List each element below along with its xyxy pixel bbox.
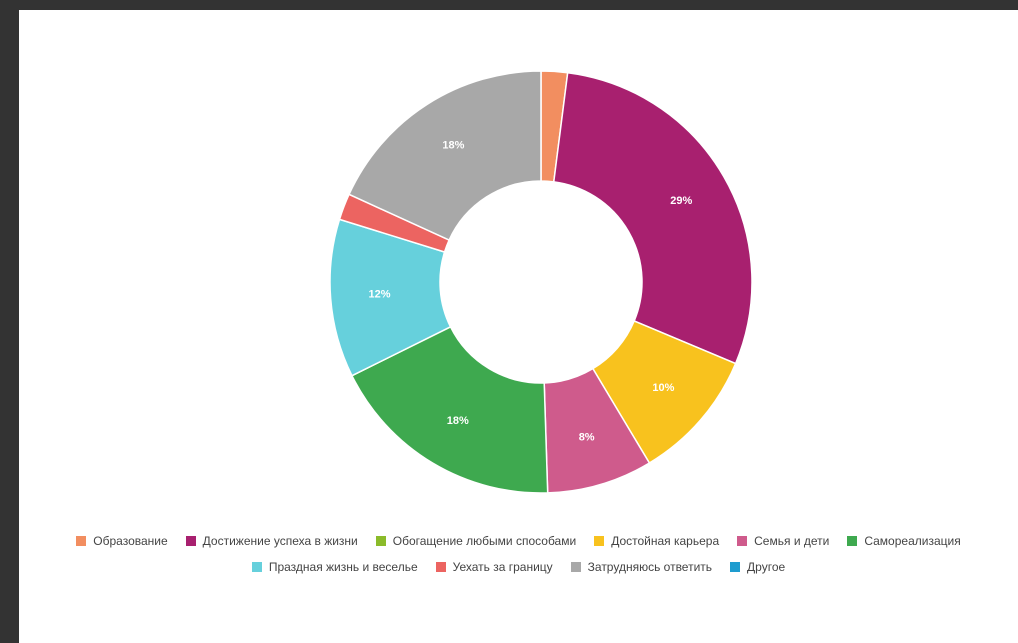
legend-swatch (594, 536, 605, 546)
legend-item[interactable]: Уехать за границу (435, 560, 553, 574)
slice-value-label: 18% (447, 415, 469, 427)
legend-item[interactable]: Образование (76, 534, 168, 548)
legend-swatch (375, 536, 386, 546)
legend-label: Образование (93, 534, 168, 548)
slice-value-label: 18% (442, 140, 464, 152)
legend-swatch (76, 536, 87, 546)
legend-item[interactable]: Обогащение любыми способами (375, 534, 577, 548)
legend-label: Самореализация (864, 534, 961, 548)
legend-swatch (435, 562, 446, 572)
legend-label: Уехать за границу (452, 560, 553, 574)
legend-label: Достижение успеха в жизни (202, 534, 358, 548)
donut-slice[interactable] (350, 325, 549, 494)
legend-item[interactable]: Самореализация (847, 534, 961, 548)
donut-slice[interactable] (552, 71, 753, 365)
legend-label: Достойная карьера (611, 534, 720, 548)
chart-card: 29% 10% 8% 18% 12% 18% Образование Достижение … (19, 10, 1018, 643)
chart-legend: Образование Достижение успеха в жизни Обог… (19, 534, 1018, 574)
legend-swatch (570, 562, 581, 572)
legend-label: Праздная жизнь и веселье (268, 560, 418, 574)
legend-item[interactable]: Достижение успеха в жизни (185, 534, 358, 548)
legend-label: Затрудняюсь ответить (587, 560, 713, 574)
legend-swatch (185, 536, 196, 546)
legend-swatch (847, 536, 858, 546)
legend-item[interactable]: Семья и дети (737, 534, 829, 548)
donut-chart: 29% 10% 8% 18% 12% 18% (329, 70, 753, 494)
legend-label: Семья и дети (754, 534, 830, 548)
donut-slice[interactable] (348, 70, 542, 242)
slice-value-label: 12% (368, 289, 390, 301)
legend-item[interactable]: Праздная жизнь и веселье (251, 560, 418, 574)
slice-value-label: 8% (579, 431, 595, 443)
slice-value-label: 29% (670, 195, 692, 207)
slice-value-label: 10% (652, 382, 674, 394)
legend-item[interactable]: Достойная карьера (594, 534, 719, 548)
legend-label: Другое (747, 560, 786, 574)
legend-item[interactable]: Другое (730, 560, 785, 574)
legend-item[interactable]: Затрудняюсь ответить (570, 560, 713, 574)
legend-swatch (730, 562, 741, 572)
legend-swatch (251, 562, 262, 572)
legend-label: Обогащение любыми способами (392, 534, 577, 548)
legend-swatch (737, 536, 748, 546)
